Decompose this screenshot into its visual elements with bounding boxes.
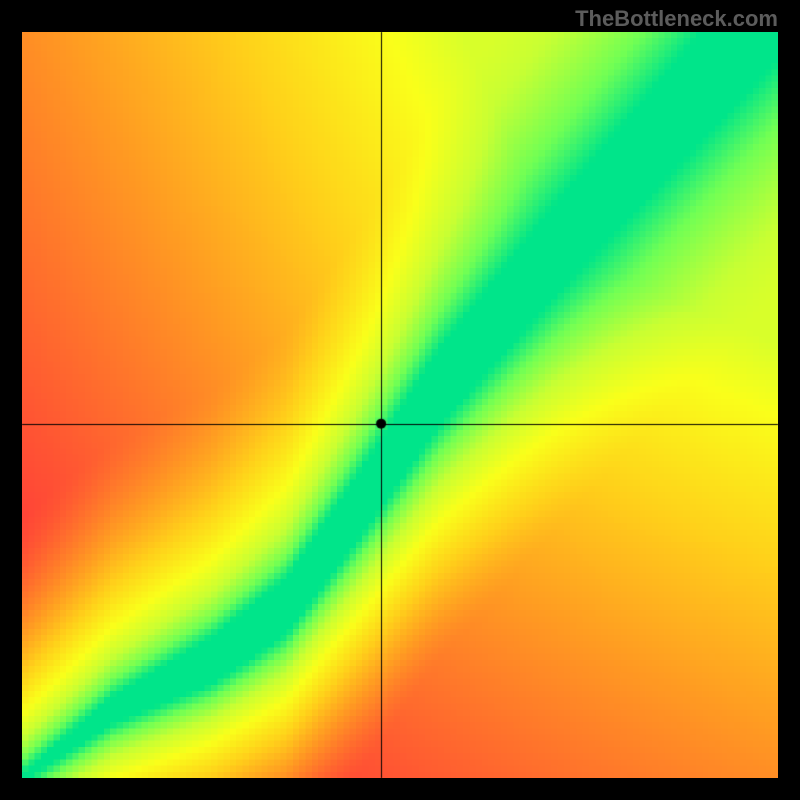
- chart-container: TheBottleneck.com: [0, 0, 800, 800]
- watermark-text: TheBottleneck.com: [575, 6, 778, 32]
- crosshair-overlay: [0, 0, 800, 800]
